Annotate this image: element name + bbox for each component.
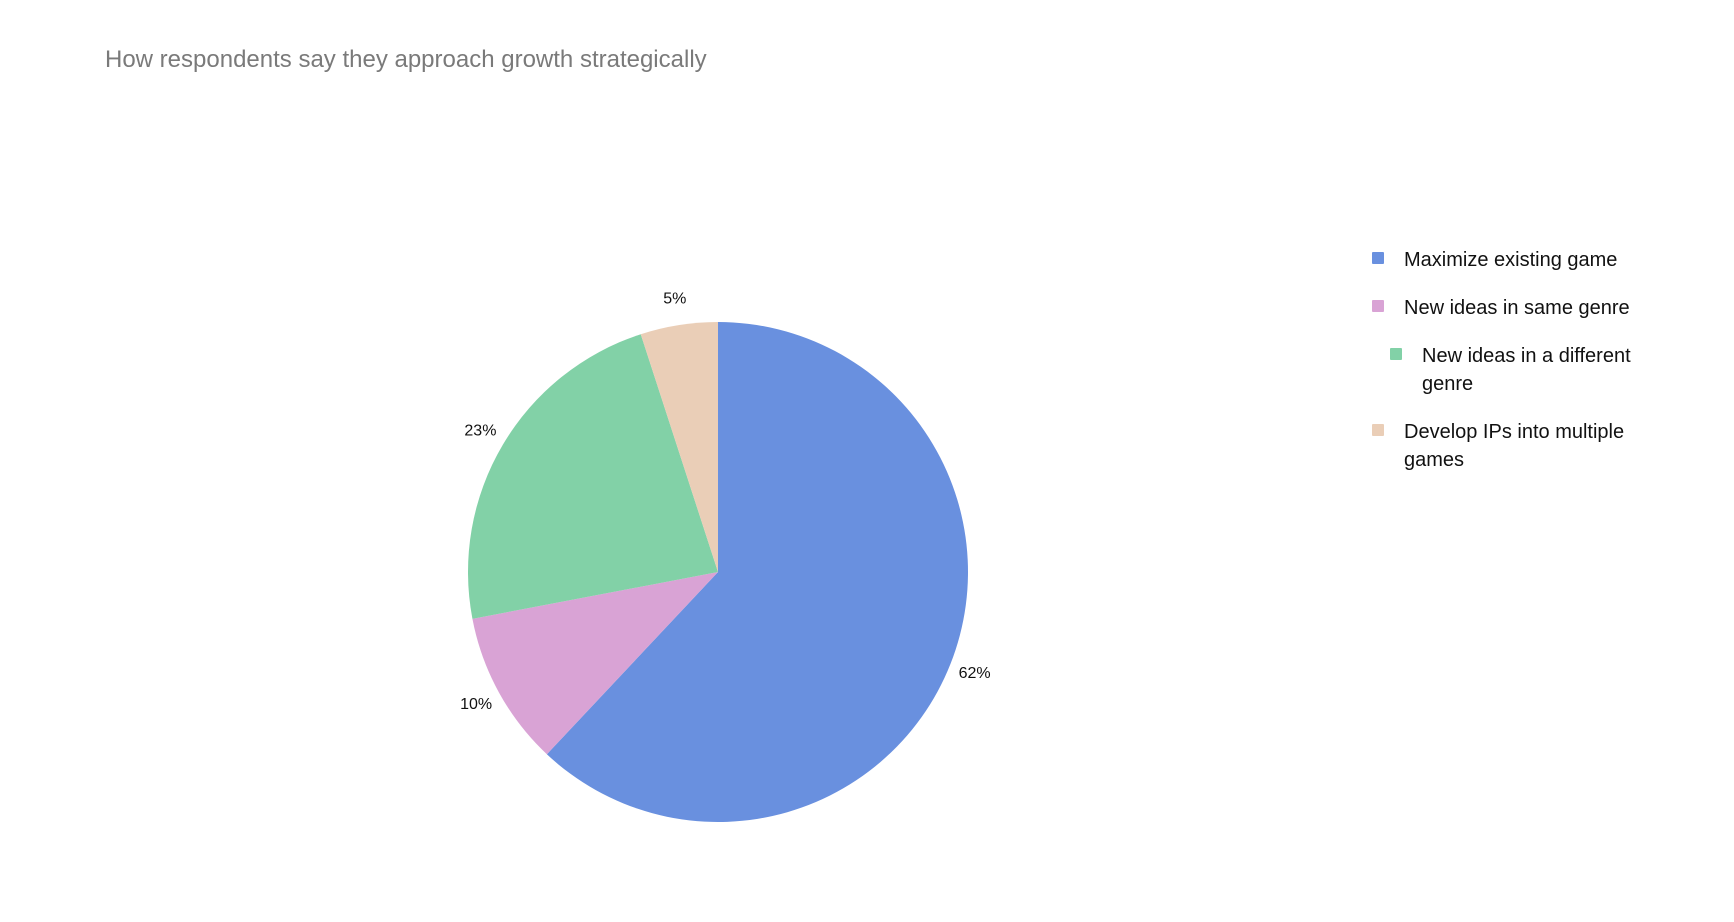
pie-slice-0[interactable] — [546, 322, 969, 822]
legend-item-new-ideas-different-genre[interactable]: New ideas in a different genre — [1372, 342, 1672, 398]
legend-item-maximize-existing-game[interactable]: Maximize existing game — [1372, 246, 1672, 274]
legend-swatch — [1372, 424, 1384, 436]
legend-label: New ideas in same genre — [1404, 297, 1630, 319]
pie-slice-1[interactable] — [472, 572, 718, 755]
legend: Maximize existing game New ideas in same… — [1372, 246, 1672, 494]
legend-item-new-ideas-same-genre[interactable]: New ideas in same genre — [1372, 294, 1672, 322]
chart-title: How respondents say they approach growth… — [105, 46, 707, 73]
legend-label: Develop IPs into multiple games — [1404, 421, 1625, 471]
legend-swatch — [1372, 252, 1384, 264]
pie-slice-3[interactable] — [640, 322, 718, 572]
slice-value-label-0: 62% — [959, 665, 991, 682]
legend-swatch — [1372, 300, 1384, 312]
legend-item-develop-ips[interactable]: Develop IPs into multiple games — [1372, 418, 1672, 474]
slice-value-label-2: 23% — [464, 423, 496, 440]
legend-swatch — [1390, 348, 1402, 360]
legend-label: New ideas in a different genre — [1422, 345, 1631, 395]
legend-label: Maximize existing game — [1404, 249, 1618, 271]
slice-value-label-1: 10% — [460, 696, 492, 713]
pie-slice-2[interactable] — [468, 334, 718, 619]
slice-value-label-3: 5% — [663, 291, 686, 308]
